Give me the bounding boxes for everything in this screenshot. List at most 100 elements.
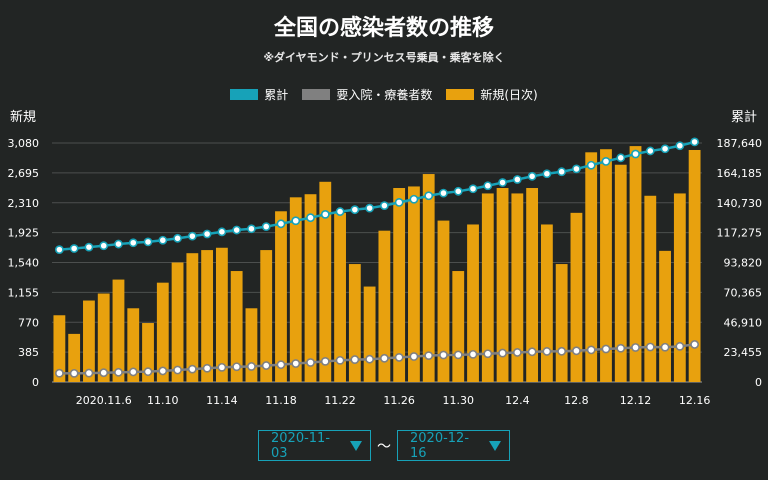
cumulative-point	[54, 245, 64, 255]
bar-new-cases	[570, 212, 583, 382]
bar-new-cases	[688, 149, 701, 382]
left-tick-label: 1,925	[8, 227, 40, 240]
legend-item-hospitalized[interactable]: 要入院・療養者数	[302, 86, 432, 103]
hospitalized-point	[557, 346, 567, 356]
hospitalized-point	[232, 362, 242, 372]
bar-new-cases	[467, 224, 479, 382]
bar-new-cases	[614, 164, 627, 382]
hospitalized-point	[572, 346, 581, 356]
right-tick-label: 117,275	[717, 227, 763, 240]
cumulative-point	[586, 160, 596, 170]
hospitalized-point	[143, 367, 153, 377]
left-axis-title: 新規	[10, 110, 37, 125]
chart-subtitle: ※ダイヤモンド・プリンセス号乗員・乗客を除く	[263, 51, 505, 64]
x-tick-label: 11.30	[443, 394, 475, 407]
bar-new-cases	[659, 250, 671, 382]
cumulative-point	[261, 222, 271, 232]
cumulative-point	[439, 188, 448, 198]
hospitalized-point	[217, 362, 227, 372]
bar-new-cases	[319, 181, 332, 382]
hospitalized-point	[586, 345, 596, 355]
hospitalized-point	[350, 355, 360, 364]
hospitalized-point	[320, 356, 330, 366]
bar-new-cases	[437, 220, 450, 382]
hospitalized-point	[276, 360, 286, 370]
cumulative-point	[84, 242, 94, 252]
cumulative-point	[379, 201, 389, 210]
bar-new-cases	[304, 194, 317, 382]
cumulative-point	[350, 205, 360, 215]
legend-item-new[interactable]: 新規(日次)	[446, 86, 538, 103]
bar-new-cases	[186, 253, 199, 382]
bar-new-cases	[230, 271, 243, 382]
chart-title: 全国の感染者数の推移	[273, 16, 494, 41]
start-date-value: 2020-11-03	[271, 430, 331, 461]
hospitalized-point	[365, 354, 375, 364]
right-tick-label: 187,640	[717, 137, 763, 150]
cumulative-point	[424, 191, 434, 201]
bar-new-cases	[511, 193, 524, 382]
legend: 累計 要入院・療養者数 新規(日次)	[0, 86, 768, 103]
cumulative-point	[690, 137, 700, 147]
x-tick-label: 11.10	[147, 394, 179, 407]
cumulative-point	[202, 229, 212, 239]
legend-label-cumulative: 累計	[264, 88, 289, 102]
bar-new-cases	[555, 264, 568, 382]
start-date-select[interactable]: 2020-11-03	[258, 430, 371, 461]
hospitalized-point	[542, 347, 552, 356]
hospitalized-point	[512, 348, 522, 357]
cumulative-point	[187, 231, 197, 241]
cumulative-point	[276, 219, 286, 229]
bar-new-cases	[422, 174, 435, 382]
hospitalized-point	[291, 359, 301, 368]
right-tick-label: 46,910	[724, 316, 763, 329]
bar-new-cases	[97, 293, 110, 382]
hospitalized-point	[394, 353, 404, 362]
hospitalized-point	[202, 363, 212, 373]
bar-new-cases	[452, 271, 465, 382]
x-tick-label: 12.4	[505, 394, 530, 407]
hospitalized-point	[114, 367, 123, 377]
left-tick-label: 385	[18, 346, 39, 359]
date-range-controls: 2020-11-03 ～ 2020-12-16	[258, 430, 510, 461]
bar-new-cases	[363, 286, 376, 382]
cumulative-point	[99, 241, 109, 251]
legend-item-cumulative[interactable]: 累計	[230, 86, 288, 103]
bar-new-cases	[334, 212, 346, 382]
cumulative-point	[114, 239, 123, 249]
legend-swatch-hospitalized	[302, 89, 331, 100]
hospitalized-point	[173, 365, 182, 375]
hospitalized-point	[498, 348, 507, 358]
left-tick-label: 3,080	[8, 137, 40, 150]
bar-new-cases	[215, 247, 228, 382]
hospitalized-point	[158, 366, 168, 376]
hospitalized-point	[439, 350, 448, 360]
hospitalized-point	[261, 361, 271, 370]
right-tick-label: 140,730	[717, 197, 763, 210]
left-tick-label: 2,310	[8, 197, 40, 210]
cumulative-point	[527, 171, 537, 181]
hospitalized-point	[306, 358, 315, 367]
bar-new-cases	[83, 300, 95, 382]
cumulative-point	[645, 146, 655, 156]
chevron-down-icon	[350, 440, 362, 451]
hospitalized-point	[483, 349, 493, 359]
x-tick-label: 11.14	[206, 394, 238, 407]
hospitalized-point	[335, 355, 345, 365]
bar-new-cases	[526, 188, 539, 382]
hospitalized-point	[54, 368, 64, 378]
end-date-select[interactable]: 2020-12-16	[397, 430, 510, 461]
hospitalized-point	[675, 341, 685, 351]
right-tick-label: 164,185	[717, 167, 763, 180]
cumulative-point	[453, 186, 463, 196]
hospitalized-point	[631, 343, 640, 352]
hospitalized-point	[128, 367, 138, 377]
cumulative-point	[498, 178, 507, 187]
hospitalized-point	[645, 342, 655, 352]
x-tick-label: 2020.11.6	[76, 394, 132, 407]
hospitalized-point	[84, 368, 94, 378]
bar-new-cases	[68, 333, 81, 382]
hospitalized-line	[59, 343, 695, 375]
bar-new-cases	[496, 188, 509, 382]
